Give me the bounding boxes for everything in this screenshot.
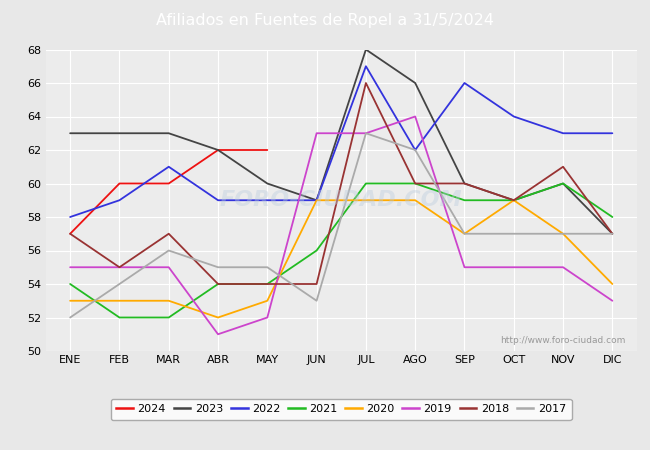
Legend: 2024, 2023, 2022, 2021, 2020, 2019, 2018, 2017: 2024, 2023, 2022, 2021, 2020, 2019, 2018…: [111, 399, 571, 420]
Text: FORO-CIUDAD.COM: FORO-CIUDAD.COM: [220, 190, 463, 210]
Text: Afiliados en Fuentes de Ropel a 31/5/2024: Afiliados en Fuentes de Ropel a 31/5/202…: [156, 13, 494, 28]
Text: http://www.foro-ciudad.com: http://www.foro-ciudad.com: [500, 336, 625, 345]
